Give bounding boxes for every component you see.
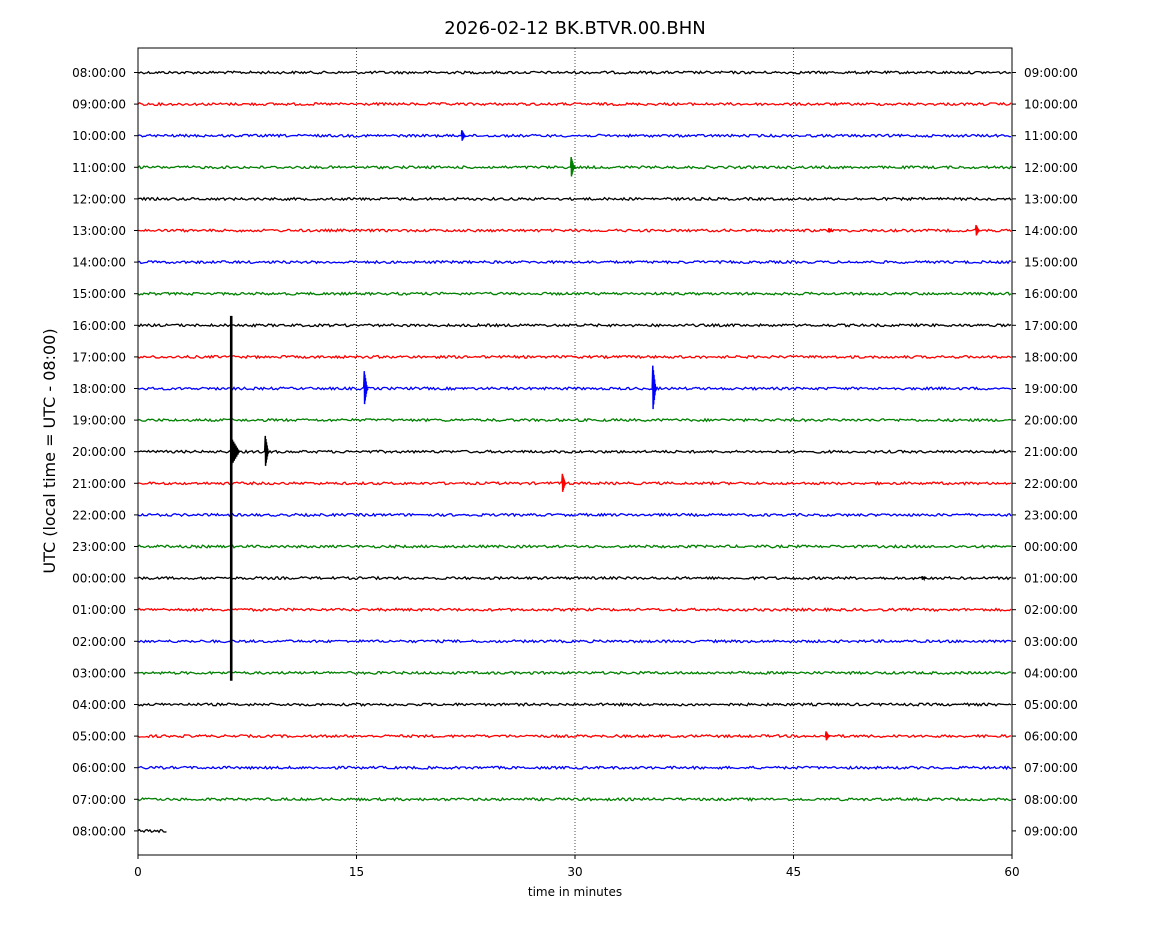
event-spike xyxy=(827,227,834,233)
y-tick-label-left: 06:00:00 xyxy=(72,761,126,775)
event-spike xyxy=(974,224,981,236)
chart-title: 2026-02-12 BK.BTVR.00.BHN xyxy=(444,18,705,39)
event-spike xyxy=(561,473,567,492)
y-tick-label-right: 04:00:00 xyxy=(1024,666,1078,680)
seismic-trace xyxy=(137,101,1012,107)
seismic-trace xyxy=(137,796,1012,802)
y-tick-label-left: 18:00:00 xyxy=(72,382,126,396)
x-tick-label: 60 xyxy=(1004,865,1019,879)
y-tick-label-right: 06:00:00 xyxy=(1024,730,1078,744)
y-tick-label-right: 07:00:00 xyxy=(1024,761,1078,775)
axis-ticks: 08:00:00 09:00:00 09:00:00 10:00:00 10:00:00… xyxy=(72,66,1078,879)
x-tick-label: 30 xyxy=(567,865,582,879)
y-tick-label-right: 10:00:00 xyxy=(1024,98,1078,112)
y-tick-label-right: 17:00:00 xyxy=(1024,319,1078,333)
y-tick-label-left: 10:00:00 xyxy=(72,129,126,143)
y-tick-label-right: 00:00:00 xyxy=(1024,540,1078,554)
seismic-trace xyxy=(137,449,1012,455)
y-tick-label-right: 03:00:00 xyxy=(1024,635,1078,649)
seismic-trace xyxy=(137,196,1012,202)
y-tick-label-right: 08:00:00 xyxy=(1024,793,1078,807)
y-tick-label-left: 11:00:00 xyxy=(72,161,126,175)
y-tick-label-right: 14:00:00 xyxy=(1024,224,1078,238)
y-tick-label-left: 21:00:00 xyxy=(72,477,126,491)
y-tick-label-left: 20:00:00 xyxy=(72,445,126,459)
seismic-trace xyxy=(137,322,1012,328)
seismic-trace xyxy=(137,828,167,834)
seismic-trace xyxy=(137,228,1012,233)
y-tick-label-right: 19:00:00 xyxy=(1024,382,1078,396)
y-tick-label-left: 07:00:00 xyxy=(72,793,126,807)
y-tick-label-left: 19:00:00 xyxy=(72,414,126,428)
y-tick-label-left: 05:00:00 xyxy=(72,730,126,744)
y-tick-label-right: 16:00:00 xyxy=(1024,287,1078,301)
y-tick-label-right: 18:00:00 xyxy=(1024,350,1078,364)
x-axis-label: time in minutes xyxy=(528,885,622,899)
y-tick-label-right: 22:00:00 xyxy=(1024,477,1078,491)
y-tick-label-right: 02:00:00 xyxy=(1024,603,1078,617)
event-spike xyxy=(651,365,658,410)
seismic-trace xyxy=(137,164,1012,170)
y-tick-label-right: 05:00:00 xyxy=(1024,698,1078,712)
seismic-trace xyxy=(137,386,1012,391)
y-tick-label-left: 02:00:00 xyxy=(72,635,126,649)
seismic-trace xyxy=(137,702,1012,708)
grid-lines xyxy=(356,48,794,855)
event-spike xyxy=(460,130,467,141)
x-tick-label: 0 xyxy=(134,865,142,879)
seismic-trace xyxy=(137,70,1012,75)
y-tick-label-left: 03:00:00 xyxy=(72,666,126,680)
y-tick-label-left: 12:00:00 xyxy=(72,192,126,206)
seismic-trace xyxy=(137,291,1012,297)
seismic-trace xyxy=(137,512,1012,518)
seismic-trace xyxy=(137,354,1012,360)
seismic-trace xyxy=(137,733,1012,739)
y-tick-label-right: 09:00:00 xyxy=(1024,66,1078,80)
y-tick-label-left: 00:00:00 xyxy=(72,572,126,586)
seismic-trace xyxy=(137,133,1012,139)
seismic-trace xyxy=(137,480,1012,486)
y-tick-label-left: 09:00:00 xyxy=(72,98,126,112)
seismic-trace xyxy=(137,607,1012,613)
y-tick-label-right: 23:00:00 xyxy=(1024,508,1078,522)
event-spike xyxy=(569,156,576,177)
y-tick-label-right: 21:00:00 xyxy=(1024,445,1078,459)
trace-group xyxy=(137,70,1012,834)
y-tick-label-right: 13:00:00 xyxy=(1024,192,1078,206)
event-spike xyxy=(824,731,831,741)
seismic-trace xyxy=(137,259,1012,265)
x-tick-label: 45 xyxy=(786,865,801,879)
y-tick-label-left: 16:00:00 xyxy=(72,319,126,333)
y-tick-label-right: 11:00:00 xyxy=(1024,129,1078,143)
y-tick-label-right: 01:00:00 xyxy=(1024,572,1078,586)
seismic-trace xyxy=(137,670,1012,676)
y-tick-label-left: 08:00:00 xyxy=(72,824,126,838)
seismic-trace xyxy=(137,417,1012,423)
y-tick-label-left: 04:00:00 xyxy=(72,698,126,712)
y-tick-label-left: 23:00:00 xyxy=(72,540,126,554)
y-axis-label: UTC (local time = UTC - 08:00) xyxy=(40,328,59,573)
y-tick-label-right: 15:00:00 xyxy=(1024,256,1078,270)
seismic-trace xyxy=(137,575,1012,581)
y-tick-label-left: 08:00:00 xyxy=(72,66,126,80)
y-tick-label-right: 20:00:00 xyxy=(1024,414,1078,428)
event-spike xyxy=(263,435,270,466)
y-tick-label-left: 13:00:00 xyxy=(72,224,126,238)
seismic-trace xyxy=(137,638,1012,644)
y-tick-label-right: 09:00:00 xyxy=(1024,824,1078,838)
y-tick-label-right: 12:00:00 xyxy=(1024,161,1078,175)
y-tick-label-left: 22:00:00 xyxy=(72,508,126,522)
event-spike xyxy=(362,371,369,405)
y-tick-label-left: 01:00:00 xyxy=(72,603,126,617)
y-tick-label-left: 14:00:00 xyxy=(72,256,126,270)
seismic-trace xyxy=(137,765,1012,771)
y-tick-label-left: 17:00:00 xyxy=(72,350,126,364)
event-group xyxy=(229,130,981,741)
seismic-trace xyxy=(137,544,1012,549)
event-spike xyxy=(920,575,927,582)
major-event-coda xyxy=(230,437,240,465)
x-tick-label: 15 xyxy=(349,865,364,879)
y-tick-label-left: 15:00:00 xyxy=(72,287,126,301)
